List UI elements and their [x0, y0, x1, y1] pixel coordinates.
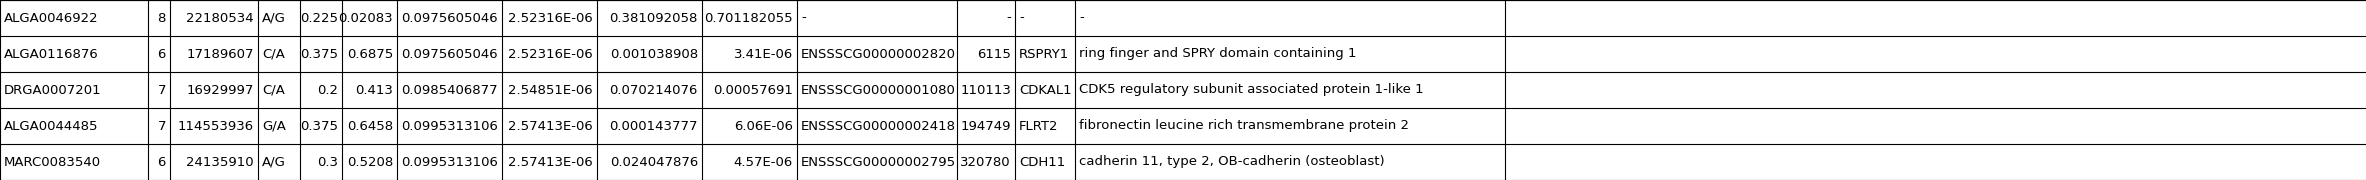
- Text: 6: 6: [159, 156, 166, 168]
- Text: 0.02083: 0.02083: [338, 12, 393, 24]
- Text: 22180534: 22180534: [187, 12, 253, 24]
- Text: 0.6458: 0.6458: [348, 120, 393, 132]
- Text: CDH11: CDH11: [1020, 156, 1065, 168]
- Text: 0.2: 0.2: [317, 84, 338, 96]
- Text: 0.701182055: 0.701182055: [705, 12, 793, 24]
- Text: -: -: [1079, 12, 1084, 24]
- Text: cadherin 11, type 2, OB-cadherin (osteoblast): cadherin 11, type 2, OB-cadherin (osteob…: [1079, 156, 1384, 168]
- Text: 0.00057691: 0.00057691: [712, 84, 793, 96]
- Text: 0.0975605046: 0.0975605046: [402, 12, 497, 24]
- Text: 0.0995313106: 0.0995313106: [402, 120, 497, 132]
- Text: fibronectin leucine rich transmembrane protein 2: fibronectin leucine rich transmembrane p…: [1079, 120, 1410, 132]
- Text: 7: 7: [159, 120, 166, 132]
- Text: 2.54851E-06: 2.54851E-06: [509, 84, 594, 96]
- Text: C/A: C/A: [263, 48, 284, 60]
- Text: CDK5 regulatory subunit associated protein 1-like 1: CDK5 regulatory subunit associated prote…: [1079, 84, 1424, 96]
- Text: 0.0995313106: 0.0995313106: [402, 156, 497, 168]
- Text: RSPRY1: RSPRY1: [1020, 48, 1069, 60]
- Text: 0.6875: 0.6875: [348, 48, 393, 60]
- Text: 0.001038908: 0.001038908: [610, 48, 698, 60]
- Text: 0.375: 0.375: [300, 120, 338, 132]
- Text: 16929997: 16929997: [187, 84, 253, 96]
- Text: A/G: A/G: [263, 156, 286, 168]
- Text: CDKAL1: CDKAL1: [1020, 84, 1072, 96]
- Text: FLRT2: FLRT2: [1020, 120, 1058, 132]
- Text: 0.0975605046: 0.0975605046: [402, 48, 497, 60]
- Text: G/A: G/A: [263, 120, 286, 132]
- Text: 6115: 6115: [977, 48, 1010, 60]
- Text: 2.57413E-06: 2.57413E-06: [509, 120, 594, 132]
- Text: 2.57413E-06: 2.57413E-06: [509, 156, 594, 168]
- Text: -: -: [1006, 12, 1010, 24]
- Text: 0.070214076: 0.070214076: [610, 84, 698, 96]
- Text: 114553936: 114553936: [177, 120, 253, 132]
- Text: -: -: [1020, 12, 1024, 24]
- Text: MARC0083540: MARC0083540: [5, 156, 102, 168]
- Text: 0.3: 0.3: [317, 156, 338, 168]
- Text: 194749: 194749: [961, 120, 1010, 132]
- Text: 0.375: 0.375: [300, 48, 338, 60]
- Text: 2.52316E-06: 2.52316E-06: [509, 12, 594, 24]
- Text: ENSSSCG00000002418: ENSSSCG00000002418: [802, 120, 956, 132]
- Text: 6.06E-06: 6.06E-06: [733, 120, 793, 132]
- Text: 320780: 320780: [961, 156, 1010, 168]
- Text: 0.381092058: 0.381092058: [610, 12, 698, 24]
- Text: 0.024047876: 0.024047876: [610, 156, 698, 168]
- Text: ALGA0044485: ALGA0044485: [5, 120, 99, 132]
- Text: 4.57E-06: 4.57E-06: [733, 156, 793, 168]
- Text: 0.000143777: 0.000143777: [610, 120, 698, 132]
- Text: C/A: C/A: [263, 84, 284, 96]
- Text: 0.225: 0.225: [300, 12, 338, 24]
- Text: 7: 7: [159, 84, 166, 96]
- Text: 24135910: 24135910: [187, 156, 253, 168]
- Text: 17189607: 17189607: [187, 48, 253, 60]
- Text: ENSSSCG00000001080: ENSSSCG00000001080: [802, 84, 956, 96]
- Text: -: -: [802, 12, 807, 24]
- Text: 8: 8: [159, 12, 166, 24]
- Text: 0.413: 0.413: [355, 84, 393, 96]
- Text: 0.0985406877: 0.0985406877: [402, 84, 497, 96]
- Text: 0.5208: 0.5208: [348, 156, 393, 168]
- Text: ENSSSCG00000002820: ENSSSCG00000002820: [802, 48, 956, 60]
- Text: 110113: 110113: [961, 84, 1010, 96]
- Text: ALGA0046922: ALGA0046922: [5, 12, 99, 24]
- Text: ALGA0116876: ALGA0116876: [5, 48, 99, 60]
- Text: 2.52316E-06: 2.52316E-06: [509, 48, 594, 60]
- Text: ENSSSCG00000002795: ENSSSCG00000002795: [802, 156, 956, 168]
- Text: A/G: A/G: [263, 12, 286, 24]
- Text: DRGA0007201: DRGA0007201: [5, 84, 102, 96]
- Text: 3.41E-06: 3.41E-06: [733, 48, 793, 60]
- Text: 6: 6: [159, 48, 166, 60]
- Text: ring finger and SPRY domain containing 1: ring finger and SPRY domain containing 1: [1079, 48, 1356, 60]
